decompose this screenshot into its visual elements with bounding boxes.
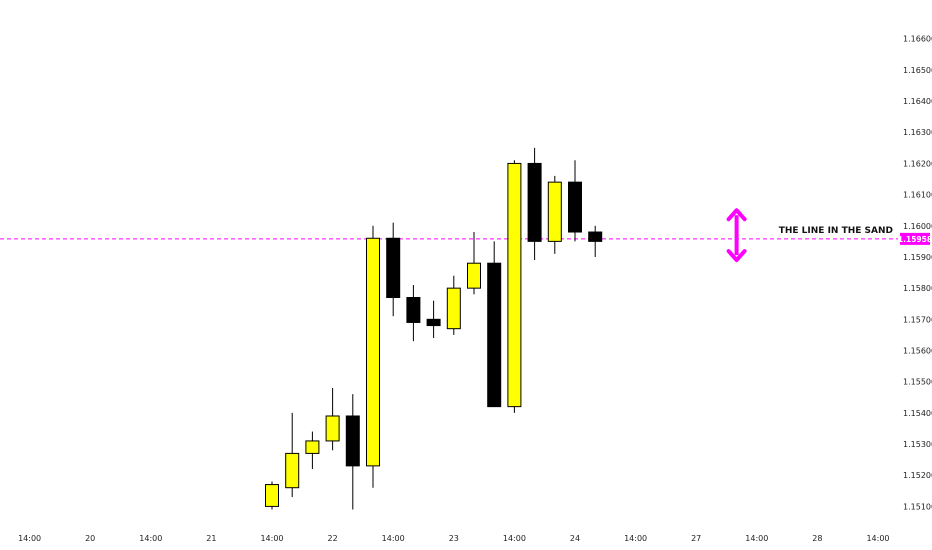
x-tick-label: 14:00 — [745, 534, 768, 543]
y-tick-label: 1.15200 — [903, 471, 932, 480]
y-tick-label: 1.15500 — [903, 378, 932, 387]
x-tick-label: 14:00 — [866, 534, 889, 543]
y-tick-label: 1.16600 — [903, 35, 932, 44]
double-arrow-icon — [726, 208, 747, 263]
arrow-head-up — [726, 208, 747, 222]
x-tick-label: 14:00 — [624, 534, 647, 543]
candle-body — [325, 415, 340, 442]
line-in-the-sand-label: THE LINE IN THE SAND — [779, 226, 893, 236]
candle-body — [467, 262, 481, 289]
y-tick-label: 1.16200 — [903, 159, 932, 168]
candle-body — [487, 262, 502, 408]
candles — [265, 147, 603, 510]
x-tick-label: 21 — [206, 534, 216, 543]
y-tick-label: 1.15900 — [903, 253, 932, 262]
bull-candle — [285, 412, 300, 498]
candle-body — [547, 181, 562, 242]
y-tick-label: 1.15100 — [903, 502, 932, 511]
y-axis-ticks: 1.16600 1.16500 1.16400 1.16300 1.16200 1.161… — [903, 35, 932, 512]
bear-candle — [527, 147, 542, 261]
candle-body — [588, 231, 603, 242]
bull-candle — [446, 275, 461, 335]
bull-candle — [366, 225, 380, 488]
bear-candle — [386, 222, 401, 317]
price-tag-label: 1.15958 — [898, 235, 932, 244]
bear-candle — [426, 300, 441, 339]
candle-body — [426, 318, 441, 327]
bear-candle — [406, 285, 421, 342]
x-tick-label: 22 — [328, 534, 338, 543]
candle-body — [366, 237, 380, 467]
candle-body — [305, 440, 320, 454]
bull-candle — [305, 431, 320, 469]
bull-candle — [467, 232, 481, 295]
y-tick-label: 1.16300 — [903, 128, 932, 137]
candle-body — [345, 415, 360, 467]
y-tick-label: 1.15600 — [903, 347, 932, 356]
bear-candle — [345, 394, 360, 510]
y-tick-label: 1.15700 — [903, 315, 932, 324]
candle-body — [285, 452, 300, 489]
candle-body — [446, 287, 461, 330]
arrow-head-down — [726, 249, 747, 263]
x-tick-label: 24 — [570, 534, 580, 543]
y-tick-label: 1.15400 — [903, 409, 932, 418]
bull-candle — [507, 160, 522, 413]
bull-candle — [265, 481, 279, 510]
y-tick-label: 1.15800 — [903, 284, 932, 293]
bear-candle — [588, 225, 603, 257]
candle-body — [527, 162, 542, 242]
bull-candle — [325, 387, 340, 451]
y-tick-label: 1.16000 — [903, 222, 932, 231]
candle-body — [406, 297, 421, 323]
y-tick-label: 1.16400 — [903, 97, 932, 106]
x-tick-label: 14:00 — [503, 534, 526, 543]
x-tick-label: 14:00 — [382, 534, 405, 543]
x-axis-ticks: 14:00 20 14:00 21 14:00 22 14:00 23 14:00 24 14:00… — [18, 534, 889, 543]
x-tick-label: 20 — [85, 534, 95, 543]
x-tick-label: 28 — [812, 534, 822, 543]
bull-candle — [547, 175, 562, 254]
price-tag-background — [900, 232, 930, 245]
x-tick-label: 14:00 — [260, 534, 283, 543]
bear-candle — [568, 160, 582, 242]
x-tick-label: 14:00 — [18, 534, 41, 543]
candle-body — [265, 484, 279, 507]
candle-body — [507, 162, 522, 408]
y-tick-label: 1.16100 — [903, 191, 932, 200]
price-tag: 1.15958 — [898, 232, 932, 245]
candle-body — [568, 181, 582, 233]
bear-candle — [487, 241, 502, 408]
x-tick-label: 23 — [449, 534, 459, 543]
y-tick-label: 1.15300 — [903, 440, 932, 449]
x-tick-label: 14:00 — [139, 534, 162, 543]
x-tick-label: 27 — [691, 534, 701, 543]
candle-body — [386, 237, 401, 299]
y-tick-label: 1.16500 — [903, 66, 932, 75]
